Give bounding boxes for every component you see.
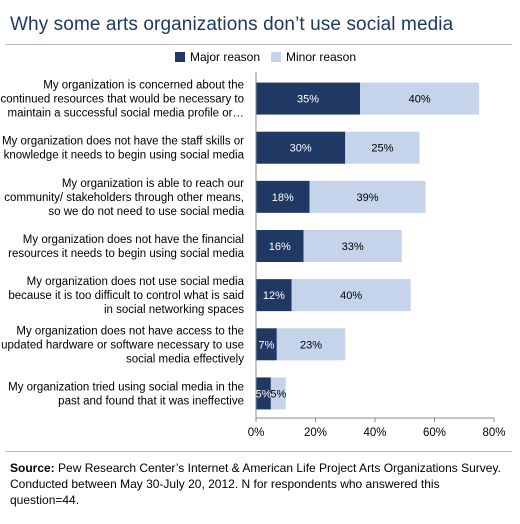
data-label: 40% [340,290,362,302]
x-tick-label: 40% [363,427,386,439]
category-label: My organization tried using social media… [8,381,244,393]
category-label: updated hardware or software necessary t… [1,339,244,351]
data-label: 33% [342,241,364,253]
minor-bar [345,131,420,164]
legend-label-minor: Minor reason [286,50,356,64]
data-label: 18% [272,192,294,204]
data-label: 30% [290,143,312,155]
data-label: 16% [269,241,291,253]
category-label: continued resources that would be necess… [0,94,244,106]
category-label: so we do not need to use social media [48,206,244,218]
data-label: 23% [300,339,322,351]
data-label: 5% [255,388,271,400]
data-label: 25% [371,143,393,155]
minor-bar [270,377,286,410]
source-note: Source: Pew Research Center’s Internet &… [10,460,510,508]
data-label: 39% [357,192,379,204]
category-label: social media effectively [126,353,244,365]
data-label: 7% [258,339,274,351]
x-tick-label: 20% [304,427,327,439]
minor-bar [303,230,402,262]
major-bar [256,377,271,410]
x-tick-label: 80% [482,427,505,439]
legend-label-major: Major reason [190,50,260,64]
category-label: My organization does not use social medi… [27,276,245,288]
top-rule [6,44,512,45]
category-label: maintain a successful social media profi… [8,108,245,120]
bottom-rule [6,451,512,452]
major-bar [256,230,304,262]
data-label: 40% [409,94,431,106]
category-label: My organization does not have the financ… [23,234,244,246]
category-label: because it is too difficult to control w… [8,290,244,302]
data-label: 35% [297,94,319,106]
category-label: knowledge it needs to begin using social… [4,150,245,162]
major-bar [256,82,361,115]
category-label: past and found that it was ineffective [58,395,244,407]
data-label: 12% [263,290,285,302]
legend-swatch-minor [271,52,281,62]
minor-bar [309,180,426,213]
legend-swatch-major [175,52,185,62]
source-label: Source: [10,461,55,475]
data-label: 5% [270,388,286,400]
bar-chart: Major reason Minor reason My organization … [0,50,505,439]
major-bar [256,131,346,164]
major-bar [256,279,292,312]
major-bar [256,180,310,213]
minor-bar [276,328,346,361]
minor-bar [360,82,480,115]
minor-bar [291,279,411,312]
category-label: My organization is concerned about the [43,80,244,92]
category-label: resources it needs to begin using social… [8,248,244,260]
category-label: My organization does not have access to … [16,325,244,337]
category-label: My organization is able to reach our [62,178,244,190]
x-tick-label: 0% [248,427,265,439]
x-tick-label: 60% [423,427,446,439]
category-label: in social networking spaces [104,304,244,316]
source-text: Pew Research Center’s Internet & America… [10,461,501,507]
major-bar [256,328,277,361]
chart-title: Why some arts organizations don’t use so… [10,14,454,35]
category-label: My organization does not have the staff … [2,136,244,148]
category-label: community/ stakeholders through other me… [4,192,244,204]
